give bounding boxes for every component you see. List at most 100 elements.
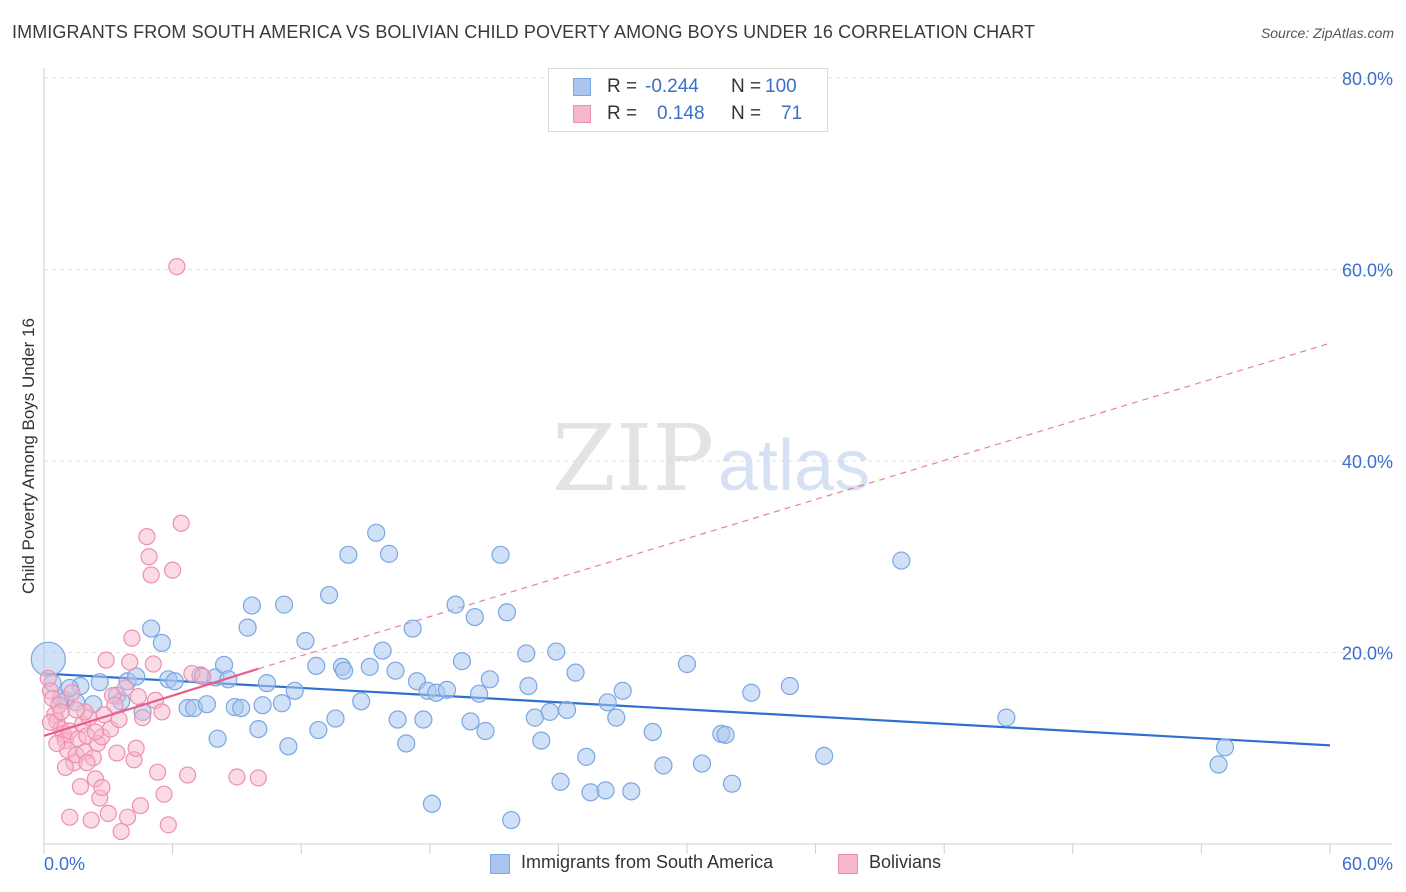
point-bolivians (93, 778, 111, 797)
chart-title: IMMIGRANTS FROM SOUTH AMERICA VS BOLIVIA… (12, 22, 1036, 42)
point-immigrants (1215, 738, 1235, 757)
point-immigrants (397, 734, 416, 753)
point-immigrants (152, 633, 171, 653)
point-immigrants (253, 696, 272, 715)
point-immigrants (654, 756, 673, 775)
point-bolivians (131, 797, 150, 815)
point-immigrants (742, 683, 761, 702)
point-immigrants (892, 551, 911, 570)
point-immigrants (307, 656, 326, 676)
point-immigrants (388, 710, 407, 729)
point-bolivians (148, 763, 167, 781)
trend-line-bolivians-extended (258, 342, 1331, 670)
point-immigrants (165, 672, 184, 691)
point-immigrants (208, 729, 227, 748)
y-tick-label: 40.0% (1342, 452, 1393, 472)
point-immigrants (519, 676, 538, 696)
point-bolivians (99, 804, 117, 822)
point-bolivians (153, 703, 171, 721)
point-immigrants (403, 619, 422, 638)
point-immigrants (326, 709, 345, 728)
r-label: R = (607, 103, 638, 124)
point-immigrants (249, 719, 268, 739)
r-value: -0.244 (645, 76, 699, 97)
point-immigrants (692, 754, 712, 773)
point-bolivians (78, 754, 96, 772)
point-bolivians (116, 679, 135, 697)
gridlines (44, 77, 1392, 653)
point-bolivians (168, 258, 186, 276)
point-immigrants (476, 721, 495, 741)
point-immigrants (716, 725, 735, 744)
y-tick-label: 60.0% (1342, 261, 1393, 281)
point-bolivians (121, 653, 139, 671)
point-bolivians (41, 713, 60, 731)
pink-swatch-icon (573, 105, 591, 123)
point-immigrants (386, 661, 405, 680)
point-immigrants (446, 595, 465, 614)
point-immigrants (517, 644, 536, 663)
point-immigrants (607, 708, 626, 727)
y-tick-label: 20.0% (1342, 644, 1393, 664)
point-bolivians (52, 703, 70, 721)
legend-label: Immigrants from South America (521, 852, 774, 872)
point-immigrants (566, 663, 585, 682)
point-immigrants (197, 695, 216, 714)
point-immigrants (581, 783, 600, 802)
point-bolivians (86, 723, 105, 741)
r-value: 0.148 (657, 103, 705, 124)
point-immigrants (997, 708, 1016, 727)
point-immigrants (360, 657, 379, 676)
point-immigrants (596, 781, 615, 800)
point-immigrants (540, 702, 559, 721)
point-immigrants (414, 710, 433, 729)
point-immigrants (242, 596, 262, 615)
point-immigrants (279, 737, 298, 756)
pink-swatch-icon (838, 854, 858, 874)
stats-legend: R = -0.244 N = 100 R = 0.148 N = 71 (548, 68, 828, 132)
x-tick-label: 0.0% (44, 854, 85, 874)
point-immigrants (257, 674, 277, 693)
point-immigrants (497, 603, 517, 622)
blue-swatch-icon (490, 854, 510, 874)
n-value: 100 (765, 76, 797, 97)
point-bolivians (63, 684, 81, 702)
n-value: 71 (781, 103, 803, 124)
point-bolivians (48, 734, 66, 753)
point-bolivians (138, 528, 156, 546)
point-immigrants (1209, 755, 1228, 774)
point-immigrants (379, 544, 399, 563)
point-immigrants (272, 694, 292, 713)
point-bolivians (164, 561, 182, 579)
point-bolivians (71, 777, 90, 796)
watermark-atlas: atlas (718, 426, 870, 506)
point-bolivians (108, 744, 126, 762)
point-bolivians (194, 667, 212, 686)
point-immigrants (142, 619, 161, 638)
point-immigrants (613, 681, 632, 700)
point-bolivians (129, 687, 147, 706)
point-immigrants (319, 585, 339, 605)
point-immigrants (577, 747, 596, 766)
point-immigrants (452, 652, 472, 671)
source-label: Source: ZipAtlas.com (1260, 25, 1394, 41)
point-immigrants (722, 774, 742, 793)
point-immigrants (465, 607, 484, 627)
tick-labels: 20.0% 40.0% 60.0% 80.0% 0.0% 60.0% (44, 69, 1393, 874)
point-bolivians (159, 816, 177, 834)
point-bolivians (172, 514, 190, 532)
point-immigrants (469, 684, 489, 703)
point-immigrants (238, 618, 257, 637)
point-bolivians (133, 709, 152, 727)
point-bolivians (67, 701, 85, 719)
point-immigrants (622, 782, 641, 801)
point-immigrants (815, 746, 834, 766)
point-bolivians (123, 629, 141, 647)
point-bolivians (144, 655, 162, 673)
point-immigrants (643, 722, 662, 742)
point-immigrants (90, 673, 109, 692)
point-bolivians (249, 769, 267, 787)
data-points (30, 258, 1235, 841)
point-bolivians (228, 768, 246, 786)
